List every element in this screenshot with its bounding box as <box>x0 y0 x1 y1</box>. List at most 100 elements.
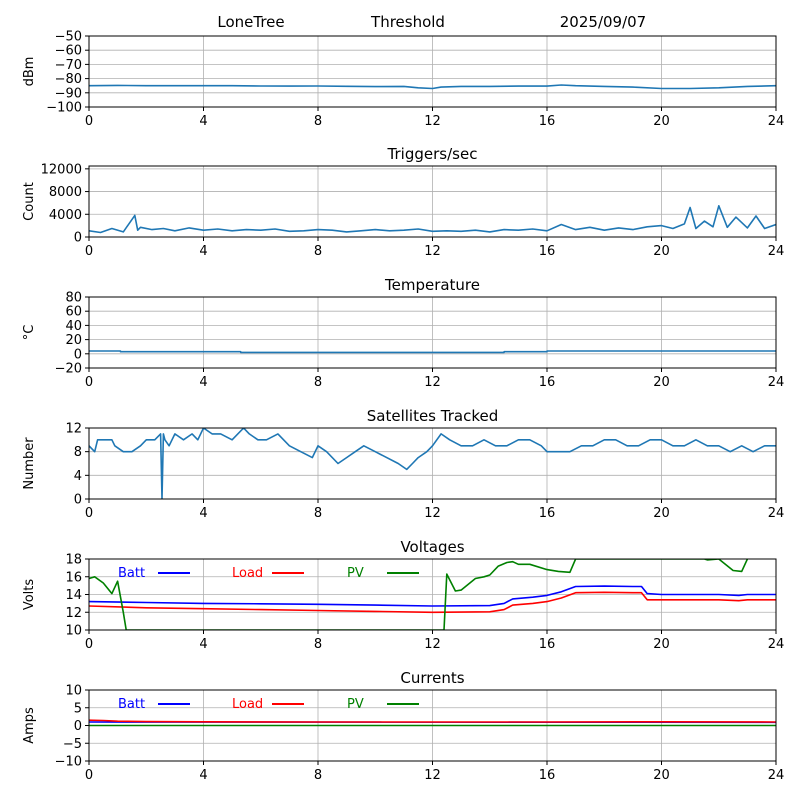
panel-2-ylabel: °C <box>22 325 37 341</box>
panel-0-ytick-label-2: −80 <box>55 72 82 87</box>
panel-1-ylabel: Count <box>22 182 37 221</box>
panel-2-ytick-label-0: −20 <box>55 362 82 377</box>
panel-4-xtick-label-0: 0 <box>85 637 93 652</box>
panel-0-xtick-label-3: 12 <box>424 114 441 129</box>
panel-0: 0 4 8 12 16 20 24 −100−90−80−70−60−50 dBm <box>22 30 784 130</box>
panel-5-series-load <box>89 719 776 723</box>
panel-2-xtick-label-3: 12 <box>424 375 441 390</box>
panel-0-ytick-label-3: −70 <box>55 58 82 73</box>
panel-1-title: Triggers/sec <box>387 145 478 163</box>
panel-3-xtick-label-3: 12 <box>424 506 441 521</box>
panel-4-xtick-label-2: 8 <box>314 637 322 652</box>
panel-5-data <box>89 719 776 727</box>
panel-0-xtick-label-1: 4 <box>199 114 207 129</box>
panel-5-legend: Batt Load PV <box>118 697 419 712</box>
panel-5-ytick-label-0: −10 <box>55 755 82 770</box>
panel-2-ytick-label-3: 40 <box>65 319 82 334</box>
panel-4-xtick-label-6: 24 <box>768 637 785 652</box>
panel-4-legend: Batt Load PV <box>118 566 419 581</box>
panel-5-ytick-label-4: 10 <box>65 684 82 699</box>
panel-4-ylabel: Volts <box>22 579 37 611</box>
panel-5-xtick-label-0: 0 <box>85 768 93 783</box>
panel-0-ytick-label-5: −50 <box>55 30 82 45</box>
panel-5-xtick-label-4: 16 <box>539 768 556 783</box>
panel-4-ytick-label-2: 14 <box>65 588 82 603</box>
panel-1-xtick-label-5: 20 <box>653 244 670 259</box>
panel-5-title: Currents <box>400 669 464 687</box>
panel-4-xtick-label-5: 20 <box>653 637 670 652</box>
panel-1-xtick-label-0: 0 <box>85 244 93 259</box>
panel-3-xtick-label-0: 0 <box>85 506 93 521</box>
panel-1-data <box>89 205 776 234</box>
panel-3-ylabel: Number <box>22 437 37 490</box>
panel-4-ytick-label-4: 18 <box>65 553 82 568</box>
panel-3-xtick-label-4: 16 <box>539 506 556 521</box>
panel-3-data <box>89 428 776 499</box>
panel-4-ytick-label-3: 16 <box>65 570 82 585</box>
panel-0-xtick-label-6: 24 <box>768 114 785 129</box>
panel-4-legend-label-pv: PV <box>347 566 364 581</box>
panel-5: 0 4 8 12 16 20 24 −10 −5 0 5 10 Currents Amps Batt Load… <box>22 669 784 783</box>
panel-0-xtick-label-2: 8 <box>314 114 322 129</box>
panel-3-ytick-label-3: 12 <box>65 422 82 437</box>
panel-2-series-0 <box>89 350 776 354</box>
panel-4-xtick-label-4: 16 <box>539 637 556 652</box>
panel-4-ytick-label-0: 10 <box>65 624 82 639</box>
panel-2-data <box>89 350 776 354</box>
header: LoneTree Threshold 2025/09/07 <box>217 13 646 31</box>
panel-4-series-load <box>89 591 776 614</box>
panel-0-xtick-label-0: 0 <box>85 114 93 129</box>
panel-5-xtick-label-5: 20 <box>653 768 670 783</box>
panel-3-ytick-label-1: 4 <box>74 469 82 484</box>
header-mode: Threshold <box>370 13 445 31</box>
panel-5-legend-label-load: Load <box>232 697 263 712</box>
panel-1-series-0 <box>89 205 776 234</box>
panel-4-xtick-label-3: 12 <box>424 637 441 652</box>
panel-5-xtick-label-6: 24 <box>768 768 785 783</box>
panel-0-series-0 <box>89 84 776 90</box>
panel-5-xtick-label-3: 12 <box>424 768 441 783</box>
panel-0-data <box>89 84 776 90</box>
panel-5-ylabel: Amps <box>22 707 37 744</box>
panel-3-xtick-label-1: 4 <box>199 506 207 521</box>
panel-3-ytick-label-2: 8 <box>74 445 82 460</box>
panel-3-xtick-label-2: 8 <box>314 506 322 521</box>
panel-2-xtick-label-0: 0 <box>85 375 93 390</box>
panel-0-xtick-label-4: 16 <box>539 114 556 129</box>
panel-5-xtick-label-2: 8 <box>314 768 322 783</box>
panel-5-ytick-label-1: −5 <box>63 737 82 752</box>
panel-2-xtick-label-4: 16 <box>539 375 556 390</box>
header-date: 2025/09/07 <box>560 13 646 31</box>
panel-3-xtick-label-6: 24 <box>768 506 785 521</box>
panel-4-xtick-label-1: 4 <box>199 637 207 652</box>
panel-2-xtick-label-5: 20 <box>653 375 670 390</box>
panel-5-ytick-label-2: 0 <box>74 719 82 734</box>
panel-1-ytick-label-3: 12000 <box>41 162 82 177</box>
panel-3-ytick-label-0: 0 <box>74 493 82 508</box>
panel-2-ytick-label-4: 60 <box>65 305 82 320</box>
panel-2-ytick-label-1: 0 <box>74 347 82 362</box>
panel-2-ytick-label-2: 20 <box>65 333 82 348</box>
panel-4-series-batt <box>89 585 776 607</box>
panel-3: 0 4 8 12 16 20 24 0 4 8 12 Satellites Tracked Number <box>22 407 784 521</box>
header-station: LoneTree <box>217 13 284 31</box>
panel-2-title: Temperature <box>384 276 480 294</box>
panel-2-xtick-label-2: 8 <box>314 375 322 390</box>
panel-1-xtick-label-4: 16 <box>539 244 556 259</box>
panel-4-title: Voltages <box>400 538 464 556</box>
panel-0-xtick-label-5: 20 <box>653 114 670 129</box>
panel-1-xtick-label-3: 12 <box>424 244 441 259</box>
panel-5-legend-label-pv: PV <box>347 697 364 712</box>
panel-1-ytick-label-0: 0 <box>74 231 82 246</box>
panel-0-ytick-label-4: −60 <box>55 44 82 59</box>
panel-5-ytick-label-3: 5 <box>74 701 82 716</box>
panel-1-ytick-label-2: 8000 <box>49 185 82 200</box>
panel-1-xtick-label-6: 24 <box>768 244 785 259</box>
panel-1-ytick-label-1: 4000 <box>49 208 82 223</box>
panel-4-legend-label-load: Load <box>232 566 263 581</box>
panel-4-ytick-label-1: 12 <box>65 606 82 621</box>
panel-0-ylabel: dBm <box>22 57 37 87</box>
panel-1: 0 4 8 12 16 20 24 0 4000 8000 12000 Triggers/sec Cou… <box>22 145 784 259</box>
